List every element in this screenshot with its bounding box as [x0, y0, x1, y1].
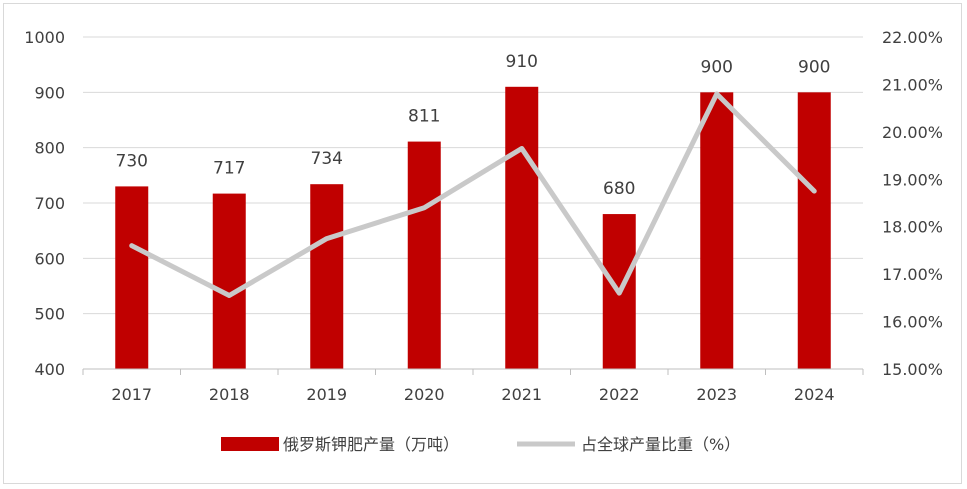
right-axis-tick-label: 22.00% — [882, 28, 943, 47]
bar — [797, 92, 831, 369]
x-axis-tick-label: 2022 — [599, 385, 640, 404]
legend: 俄罗斯钾肥产量（万吨） 占全球产量比重（%） — [221, 435, 740, 454]
x-axis-tick-label: 2019 — [306, 385, 347, 404]
left-axis-tick-label: 1000 — [24, 28, 65, 47]
x-axis-tick-label: 2023 — [696, 385, 737, 404]
right-axis-tick-label: 16.00% — [882, 313, 943, 332]
legend-line-label: 占全球产量比重（%） — [581, 435, 740, 454]
x-axis-tick-label: 2020 — [404, 385, 445, 404]
data-label: 680 — [603, 179, 635, 199]
left-axis-tick-label: 600 — [34, 249, 65, 268]
x-axis-tick-label: 2024 — [794, 385, 835, 404]
right-axis-tick-label: 20.00% — [882, 123, 943, 142]
bar — [310, 184, 344, 369]
right-axis: 15.00% 16.00% 17.00% 18.00% 19.00% 20.00% 21.0… — [882, 28, 943, 379]
right-axis-tick-label: 15.00% — [882, 360, 943, 379]
bar — [115, 186, 149, 369]
left-axis: 400 500 600 700 800 900 1000 — [24, 28, 65, 379]
left-axis-tick-label: 800 — [34, 139, 65, 158]
x-axis-tick-label: 2018 — [209, 385, 250, 404]
x-axis: 2017 2018 2019 2020 2021 2022 2023 2024 — [82, 368, 864, 404]
bar — [505, 86, 539, 370]
share-line — [129, 91, 817, 298]
data-label: 734 — [311, 149, 343, 169]
legend-bar-label: 俄罗斯钾肥产量（万吨） — [283, 435, 459, 454]
left-axis-tick-label: 500 — [34, 305, 65, 324]
data-labels: 730 717 734 811 910 680 900 900 — [116, 52, 831, 199]
legend-bar-swatch — [221, 437, 279, 451]
bar — [700, 92, 734, 369]
right-axis-tick-label: 18.00% — [882, 218, 943, 237]
data-label: 730 — [116, 151, 148, 171]
left-axis-tick-label: 700 — [34, 194, 65, 213]
right-axis-tick-label: 17.00% — [882, 265, 943, 284]
data-label: 811 — [408, 107, 440, 127]
data-label: 910 — [506, 52, 538, 72]
bar — [407, 141, 441, 369]
x-axis-tick-label: 2021 — [501, 385, 542, 404]
left-axis-tick-label: 400 — [34, 360, 65, 379]
right-axis-tick-label: 19.00% — [882, 170, 943, 189]
left-axis-tick-label: 900 — [34, 83, 65, 102]
x-axis-tick-label: 2017 — [111, 385, 152, 404]
data-label: 900 — [701, 57, 733, 77]
bar — [212, 193, 246, 369]
data-label: 900 — [798, 57, 830, 77]
line-series — [129, 91, 817, 298]
data-label: 717 — [213, 159, 245, 179]
bar-series — [115, 86, 831, 370]
right-axis-tick-label: 21.00% — [882, 75, 943, 94]
